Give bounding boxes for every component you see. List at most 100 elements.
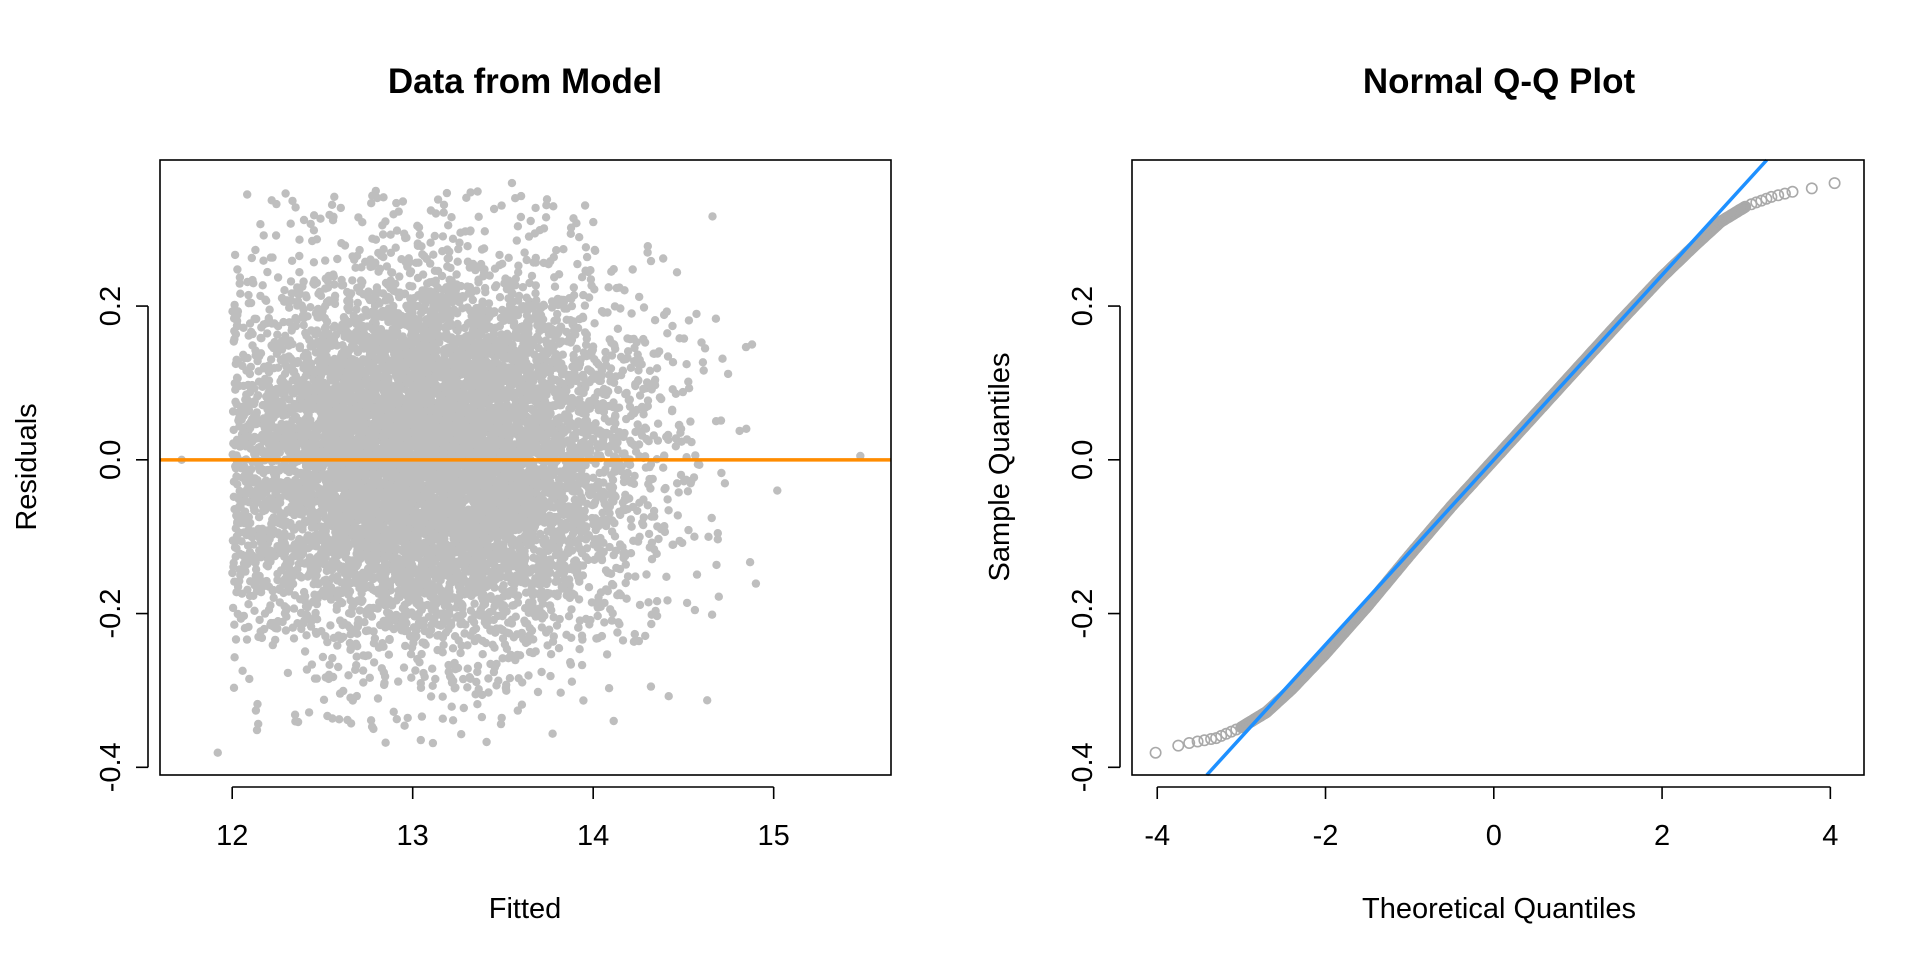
residual-point xyxy=(463,664,472,673)
residual-point xyxy=(244,290,253,300)
residual-point xyxy=(392,715,401,724)
residual-point xyxy=(659,463,668,472)
residual-point xyxy=(720,479,730,488)
residual-point xyxy=(643,501,652,510)
residual-point xyxy=(593,611,602,621)
residual-point xyxy=(228,603,238,613)
residual-point xyxy=(520,248,529,257)
residual-point xyxy=(411,666,420,675)
residual-point xyxy=(318,652,328,662)
residual-point xyxy=(690,605,700,615)
residual-point xyxy=(548,729,557,738)
residual-point xyxy=(590,319,599,328)
residual-point xyxy=(695,460,704,469)
residual-point xyxy=(339,686,348,696)
residual-point xyxy=(369,627,378,636)
residual-point xyxy=(618,636,628,645)
residual-point xyxy=(539,258,548,268)
residual-point xyxy=(230,250,240,260)
residual-point xyxy=(358,666,368,675)
residual-point xyxy=(245,369,255,379)
residual-point xyxy=(664,692,673,701)
residual-point xyxy=(504,253,513,262)
residual-point xyxy=(537,667,546,677)
residual-point xyxy=(626,515,636,524)
residual-point xyxy=(707,513,716,523)
residual-point xyxy=(316,214,325,223)
residual-point xyxy=(607,616,617,625)
residual-point xyxy=(569,350,578,360)
residual-point xyxy=(613,628,622,637)
residual-point xyxy=(601,355,610,364)
residual-point xyxy=(513,222,523,231)
residual-point xyxy=(250,506,259,515)
residual-point xyxy=(627,522,636,531)
residual-point xyxy=(668,321,677,331)
residual-point xyxy=(310,674,320,683)
residual-point xyxy=(608,483,618,492)
residual-point xyxy=(470,599,479,608)
residual-point xyxy=(579,696,588,705)
residual-point xyxy=(403,713,412,723)
residual-point xyxy=(328,653,337,663)
residual-point xyxy=(448,716,458,725)
residual-point xyxy=(337,239,346,248)
residual-point xyxy=(653,419,663,428)
residual-point xyxy=(482,737,491,747)
residual-point xyxy=(622,594,631,603)
residual-point xyxy=(663,329,672,338)
residual-point xyxy=(236,571,245,580)
residual-point xyxy=(622,414,631,424)
residual-point xyxy=(644,598,653,607)
residual-point xyxy=(714,592,723,601)
residual-point xyxy=(327,200,337,209)
residual-point xyxy=(566,229,575,238)
residual-point xyxy=(252,725,262,735)
residual-point xyxy=(359,678,368,687)
residual-point xyxy=(567,677,577,686)
residual-point xyxy=(541,213,551,222)
residual-point xyxy=(591,246,600,255)
residual-point xyxy=(662,572,671,581)
residual-point xyxy=(635,600,645,610)
residual-point xyxy=(283,668,293,678)
residual-point xyxy=(550,282,560,291)
residual-point xyxy=(584,583,594,592)
residual-point xyxy=(379,193,388,202)
residual-point xyxy=(479,272,488,281)
residual-point xyxy=(589,473,598,482)
residual-point xyxy=(628,265,637,274)
residual-point xyxy=(263,267,272,277)
residual-points xyxy=(228,186,761,748)
residual-point xyxy=(663,495,672,504)
residual-point xyxy=(345,301,354,310)
residual-point xyxy=(569,214,578,223)
residual-point xyxy=(512,236,521,245)
residual-point xyxy=(643,242,652,251)
residual-point xyxy=(426,692,436,701)
residual-point xyxy=(311,348,320,357)
residual-point xyxy=(361,626,371,636)
residual-point xyxy=(309,211,319,220)
residual-point xyxy=(273,273,283,282)
residual-point xyxy=(620,428,629,438)
residual-point xyxy=(566,660,576,669)
residual-point xyxy=(522,255,531,265)
residual-point xyxy=(723,369,733,379)
residual-point xyxy=(343,715,352,725)
residual-point xyxy=(661,483,670,493)
residual-point xyxy=(630,629,639,639)
residual-point xyxy=(659,254,668,263)
residual-point xyxy=(235,273,245,282)
residual-point xyxy=(600,618,609,627)
residual-point xyxy=(375,264,385,273)
residual-point xyxy=(497,201,506,210)
residual-point xyxy=(735,426,744,436)
residual-point xyxy=(266,355,276,364)
residual-point xyxy=(646,256,656,266)
residual-point xyxy=(582,252,592,262)
residual-point xyxy=(457,730,466,739)
residual-point xyxy=(231,635,241,644)
residual-point xyxy=(516,212,526,222)
